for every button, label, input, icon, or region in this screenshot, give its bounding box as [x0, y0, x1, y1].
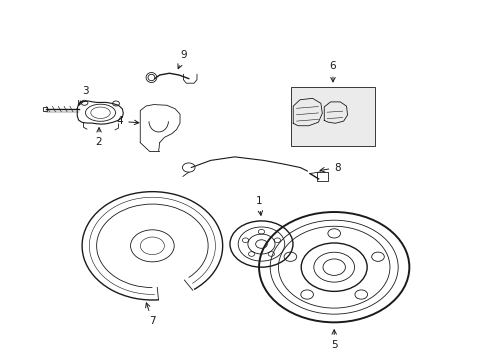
Text: 7: 7: [145, 303, 155, 326]
Text: 9: 9: [178, 50, 187, 69]
Text: 1: 1: [255, 196, 262, 215]
Bar: [290, 87, 375, 146]
Text: 5: 5: [330, 330, 337, 350]
Bar: [317, 172, 327, 181]
Text: 4: 4: [117, 116, 139, 126]
Text: 2: 2: [96, 128, 102, 147]
Text: 3: 3: [79, 86, 89, 105]
Text: 8: 8: [320, 163, 340, 172]
Bar: [43, 107, 47, 111]
Text: 6: 6: [329, 62, 336, 82]
